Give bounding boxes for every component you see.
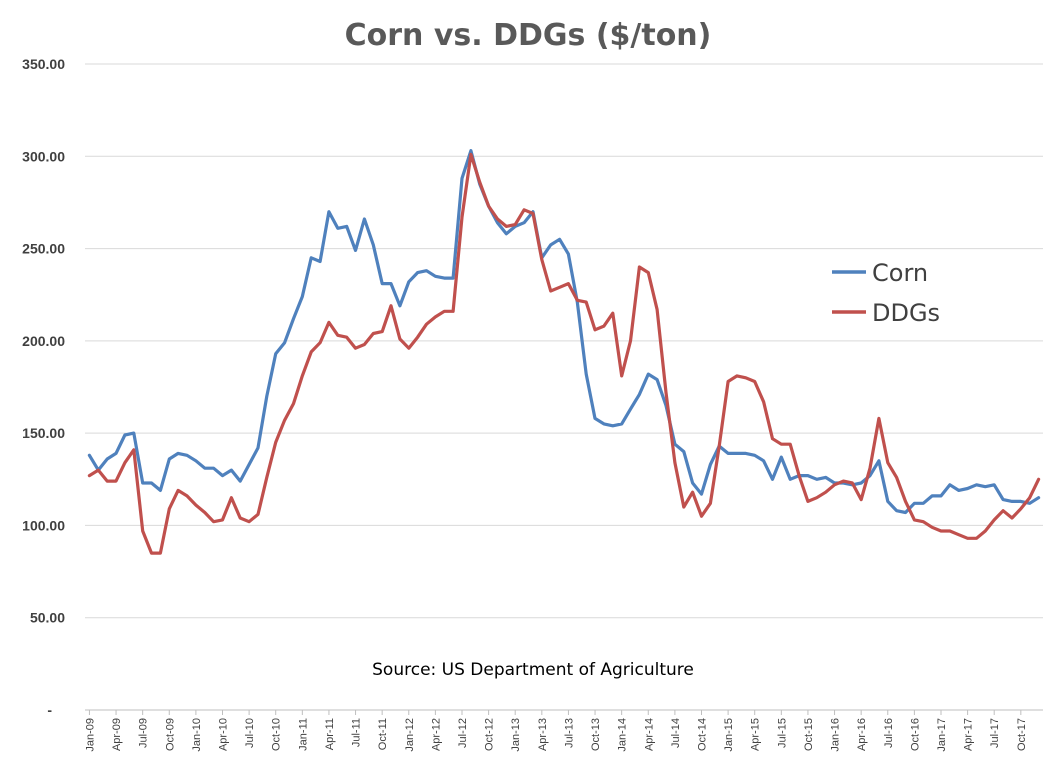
x-tick-label: Jul-17: [989, 718, 1001, 748]
x-tick-label: Jul-15: [776, 718, 788, 748]
x-tick-label: Jul-14: [670, 718, 682, 748]
x-tick-label: Apr-12: [430, 718, 442, 751]
y-tick-label: -: [47, 702, 52, 718]
series-lines: [87, 149, 1041, 555]
x-tick-label: Jul-16: [883, 718, 895, 748]
x-tick-label: Apr-10: [217, 718, 229, 751]
x-tick-label: Jul-09: [138, 718, 150, 748]
x-tick-label: Oct-12: [484, 718, 496, 751]
x-tick-label: Apr-17: [963, 718, 975, 751]
x-tick-label: Jan-13: [510, 718, 522, 752]
x-tick-label: Oct-11: [377, 718, 389, 750]
x-tick-label: Jan-16: [830, 718, 842, 752]
x-tick-label: Apr-15: [750, 718, 762, 751]
x-tick-label: Oct-14: [696, 718, 708, 751]
x-tick-label: Jan-14: [617, 718, 629, 752]
y-axis-ticks: - 50.00 100.00 150.00 200.00 250.00 300.00 350.…: [22, 56, 65, 718]
legend-label-corn: Corn: [872, 259, 928, 287]
x-tick-label: Jul-12: [457, 718, 469, 748]
x-tick-label: Jul-13: [563, 718, 575, 748]
x-tick-label: Oct-15: [803, 718, 815, 751]
x-tick-label: Oct-13: [590, 718, 602, 751]
x-tick-label: Oct-09: [164, 718, 176, 751]
x-tick-label: Jan-12: [404, 718, 416, 752]
y-tick-label: 350.00: [22, 56, 65, 72]
chart-title: Corn vs. DDGs ($/ton): [345, 18, 712, 53]
x-tick-label: Apr-13: [537, 718, 549, 751]
y-tick-label: 100.00: [22, 517, 65, 533]
y-tick-label: 50.00: [30, 610, 65, 626]
x-tick-label: Oct-17: [1016, 718, 1028, 751]
x-tick-label: Jan-09: [84, 718, 96, 752]
x-tick-label: Jan-11: [297, 718, 309, 751]
gridlines: [85, 63, 1043, 711]
x-tick-label: Oct-16: [909, 718, 921, 751]
legend-label-ddgs: DDGs: [872, 299, 940, 327]
x-tick-label: Apr-16: [856, 718, 868, 751]
y-tick-label: 250.00: [22, 241, 65, 257]
x-tick-label: Apr-14: [643, 718, 655, 751]
x-tick-label: Jan-17: [936, 718, 948, 752]
x-tick-label: Jan-15: [723, 718, 735, 752]
x-tick-label: Oct-10: [271, 718, 283, 751]
legend: Corn DDGs: [832, 259, 940, 327]
series-line-ddgs: [87, 152, 1041, 555]
y-tick-label: 300.00: [22, 148, 65, 164]
x-tick-label: Apr-11: [324, 718, 336, 750]
x-tick-label: Apr-09: [111, 718, 123, 751]
y-tick-label: 150.00: [22, 425, 65, 441]
x-axis-ticks: Jan-09 Apr-09 Jul-09 Oct-09 Jan-10 Apr-10 Jul-…: [84, 710, 1028, 752]
source-annotation: Source: US Department of Agriculture: [372, 660, 694, 680]
x-tick-label: Jul-11: [351, 718, 363, 747]
series-line-corn: [87, 149, 1041, 515]
y-tick-label: 200.00: [22, 333, 65, 349]
x-tick-label: Jul-10: [244, 718, 256, 748]
x-tick-label: Jan-10: [191, 718, 203, 752]
